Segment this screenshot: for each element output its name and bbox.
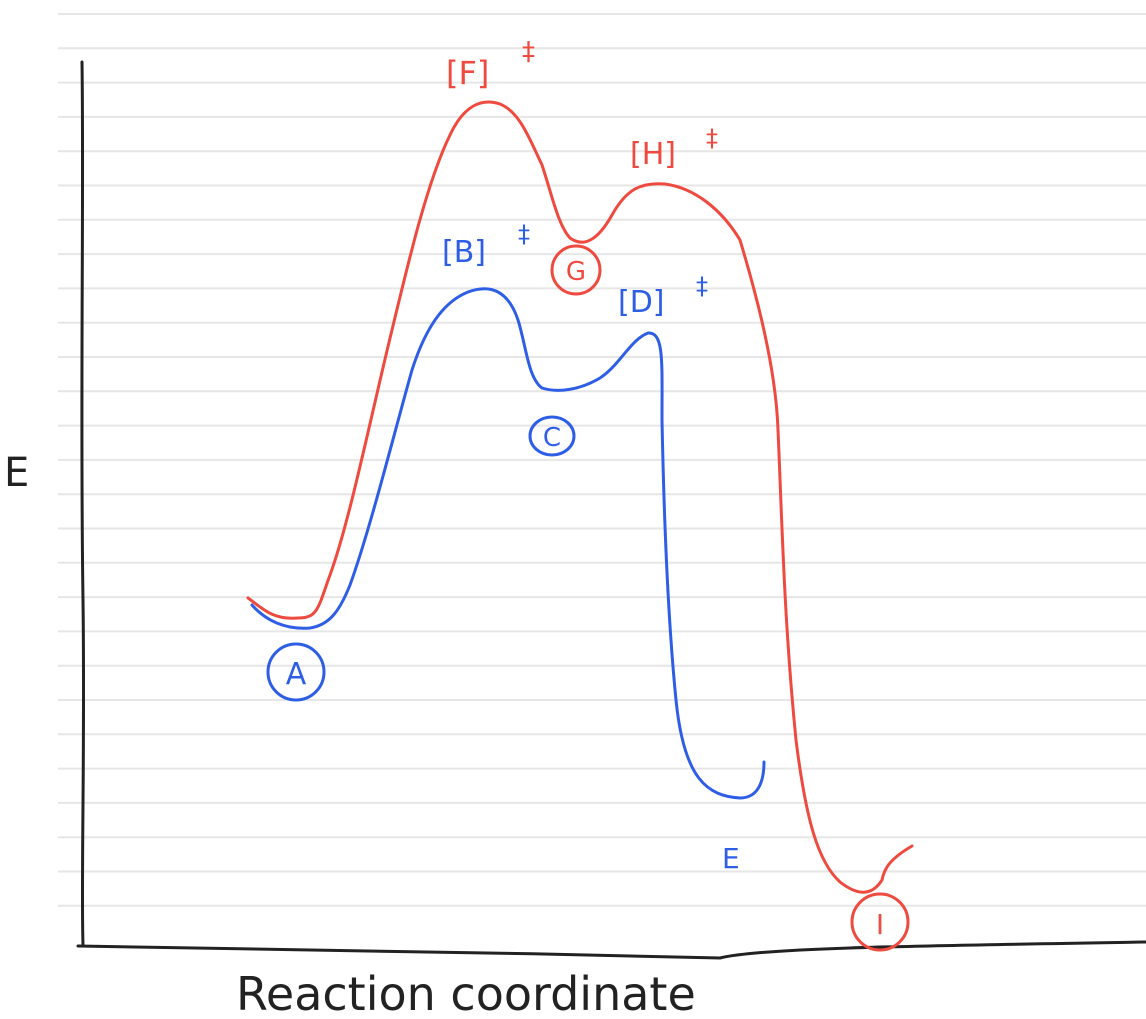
- species-B-ts: [B] ‡: [442, 220, 530, 270]
- species-E: E: [722, 842, 740, 875]
- x-axis: [76, 940, 1146, 960]
- double-dagger-D: ‡: [696, 272, 708, 300]
- double-dagger-F: ‡: [522, 37, 535, 67]
- species-D-ts: [D] ‡: [618, 272, 708, 320]
- x-axis-label: Reaction coordinate: [236, 967, 696, 1019]
- blue-pathway-curve: [250, 287, 766, 800]
- double-dagger-H: ‡: [706, 124, 718, 152]
- species-F-ts: [F] ‡: [446, 37, 535, 92]
- species-A: A: [266, 642, 326, 702]
- species-G: G: [550, 244, 602, 296]
- label-G: G: [566, 257, 586, 287]
- species-C: C: [528, 415, 576, 457]
- species-H-ts: [H] ‡: [630, 124, 718, 172]
- label-A: A: [286, 657, 307, 692]
- label-C: C: [543, 423, 561, 453]
- label-B: [B]: [442, 235, 486, 270]
- label-E: E: [722, 842, 740, 875]
- label-I: I: [876, 908, 884, 941]
- label-D: [D]: [618, 285, 665, 320]
- circle-I: [850, 892, 910, 952]
- circle-C: [528, 415, 576, 457]
- red-pathway-curve: [246, 100, 914, 894]
- species-I: I: [850, 892, 910, 952]
- circle-A: [266, 642, 326, 702]
- double-dagger-B: ‡: [518, 220, 530, 248]
- y-axis-label: E: [4, 450, 29, 496]
- y-axis: [80, 60, 86, 947]
- label-F: [F]: [446, 54, 489, 92]
- ruled-lines: [58, 13, 1146, 907]
- circle-G: [550, 244, 602, 296]
- label-H: [H]: [630, 137, 676, 172]
